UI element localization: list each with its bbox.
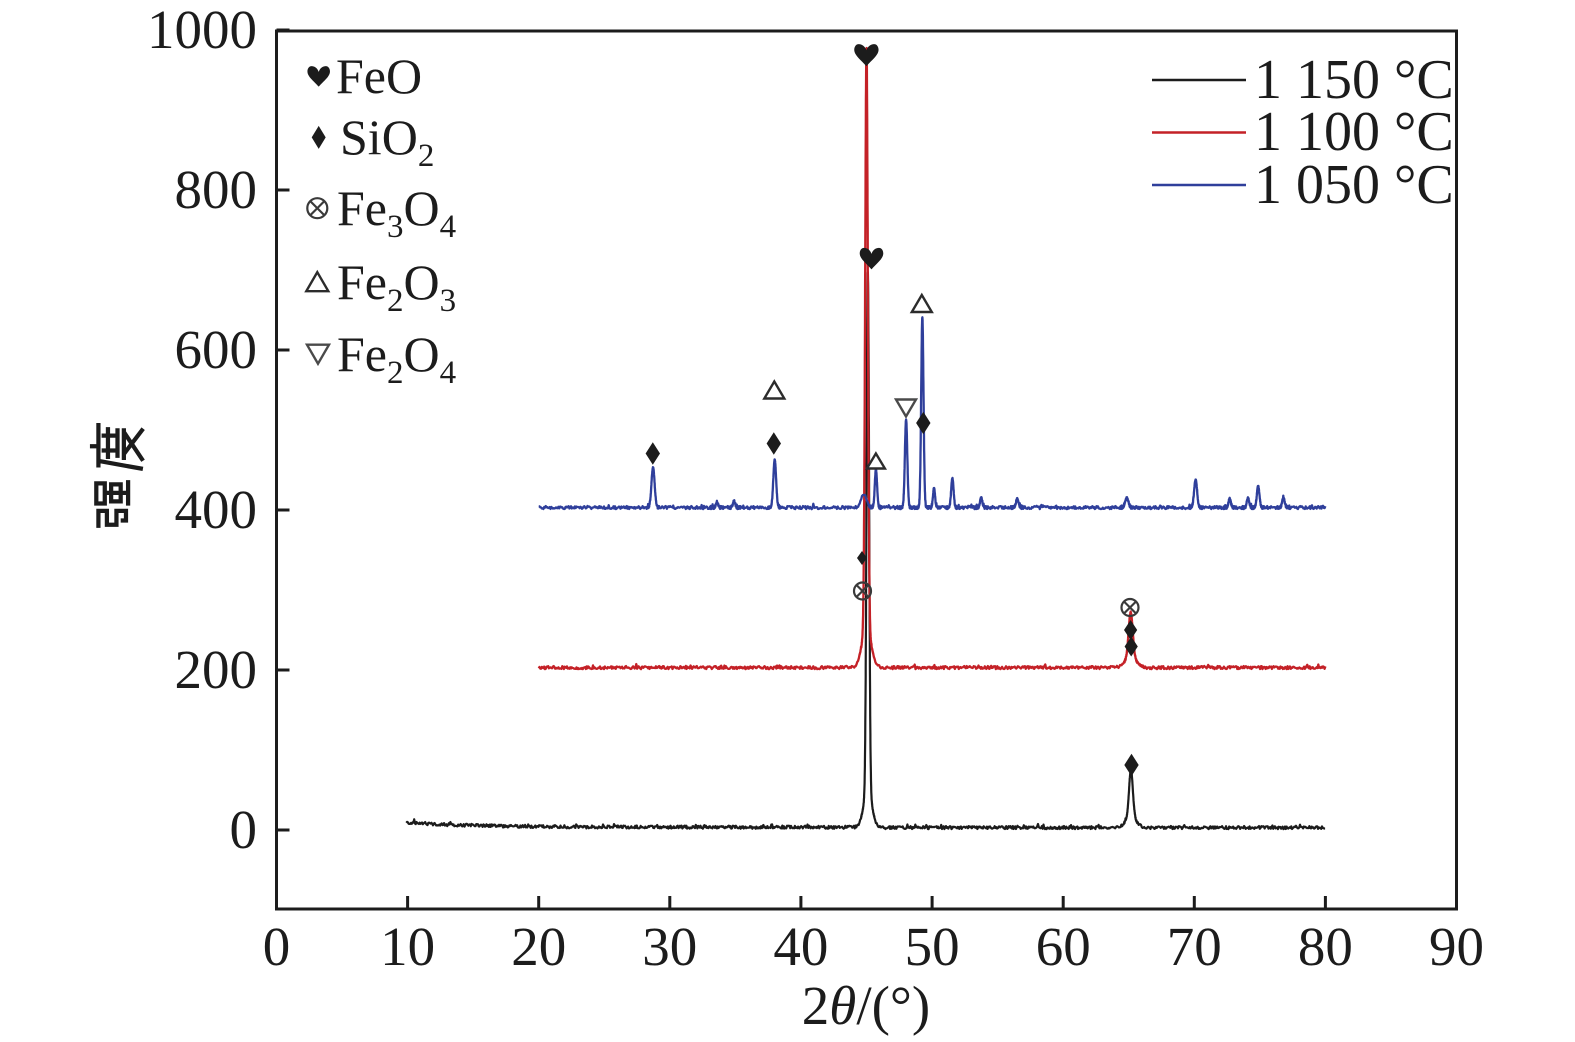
svg-text:400: 400 [175, 479, 258, 540]
svg-text:600: 600 [175, 319, 258, 380]
svg-text:30: 30 [642, 916, 697, 977]
svg-text:10: 10 [380, 916, 435, 977]
svg-text:1 150 °C: 1 150 °C [1254, 49, 1454, 111]
svg-text:60: 60 [1036, 916, 1091, 977]
svg-text:90: 90 [1429, 916, 1484, 977]
svg-text:40: 40 [773, 916, 828, 977]
svg-text:1 050 °C: 1 050 °C [1254, 154, 1454, 216]
svg-text:1000: 1000 [147, 0, 257, 60]
svg-text:1 100 °C: 1 100 °C [1254, 101, 1454, 163]
svg-text:0: 0 [263, 916, 291, 977]
svg-text:20: 20 [511, 916, 566, 977]
svg-text:70: 70 [1167, 916, 1222, 977]
svg-text:Fe3O4: Fe3O4 [337, 180, 456, 245]
svg-text:FeO: FeO [336, 48, 422, 104]
svg-text:200: 200 [175, 639, 258, 700]
svg-text:50: 50 [905, 916, 960, 977]
svg-text:800: 800 [175, 159, 258, 220]
svg-text:80: 80 [1298, 916, 1353, 977]
svg-text:Fe2O4: Fe2O4 [337, 326, 456, 391]
svg-text:0: 0 [230, 799, 258, 860]
svg-text:2θ/(°): 2θ/(°) [802, 975, 930, 1036]
